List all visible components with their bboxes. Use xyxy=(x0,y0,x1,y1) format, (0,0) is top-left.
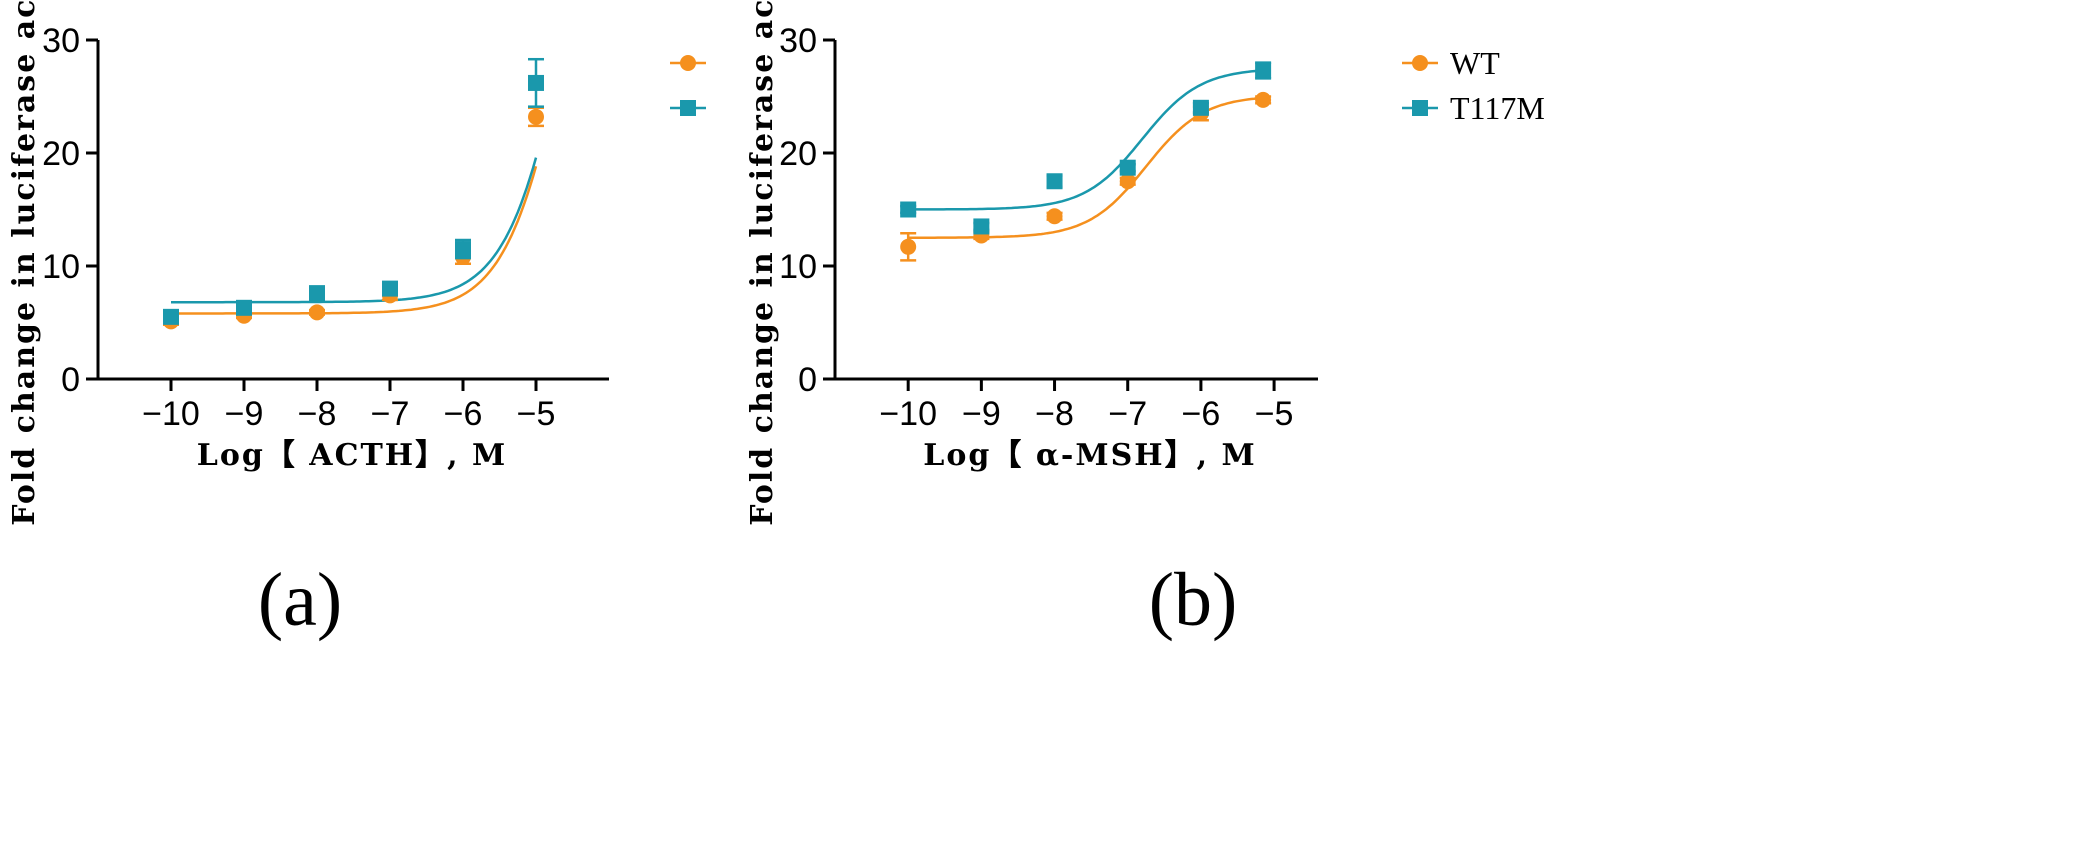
panel-b-legend-marker-wt xyxy=(1412,55,1428,71)
panel-a-point-t117m xyxy=(163,308,179,325)
panel-b-point-t117m xyxy=(1119,159,1136,176)
panel-b-x-tick-label: −6 xyxy=(1182,395,1221,433)
panel-b-x-tick-label: −7 xyxy=(1108,395,1147,433)
panel-a-x-axis-label: Log【 ACTH】, M xyxy=(197,438,507,473)
panel-a-y-tick-label: 0 xyxy=(61,361,80,399)
panel-a-chart: 0 10 20 30 −10 −9 −8 −7 −6 −5 Fold change in luc… xyxy=(7,0,706,642)
panel-a-label: (a) xyxy=(258,558,342,642)
panel-a-x-tick-label: −8 xyxy=(298,395,337,433)
panel-a-y-tick-label: 30 xyxy=(42,22,80,60)
panel-b-legend: WT T117M xyxy=(1402,45,1545,126)
panel-b-point-t117m xyxy=(1192,99,1209,116)
panel-a-point-t117m xyxy=(309,285,325,302)
panel-a-legend xyxy=(670,55,706,116)
panel-b-x-tick-label: −9 xyxy=(962,395,1001,433)
panel-a-x-ticks: −10 −9 −8 −7 −6 −5 xyxy=(142,379,555,433)
panel-b-legend-marker-t117m xyxy=(1412,100,1428,116)
panel-b-fit-curves xyxy=(908,69,1264,239)
panel-b-y-ticks: 0 10 20 30 xyxy=(779,22,835,399)
panel-a-y-tick-label: 10 xyxy=(42,248,80,286)
panel-b-fit-t117m xyxy=(908,69,1264,211)
panel-a-fit-t117m xyxy=(171,157,538,304)
panel-b-legend-label: T117M xyxy=(1450,90,1545,126)
panel-a-data-points xyxy=(163,57,544,330)
panel-b-legend-label: WT xyxy=(1450,45,1500,81)
panel-b-point-wt xyxy=(1119,173,1136,190)
panel-a-point-t117m xyxy=(382,280,398,297)
panel-a-x-tick-label: −7 xyxy=(371,395,410,433)
panel-a-x-tick-label: −5 xyxy=(517,395,556,433)
panel-a-point-wt xyxy=(309,304,325,321)
panel-b-x-tick-label: −5 xyxy=(1255,395,1294,433)
panel-b-chart: 0 10 20 30 −10 −9 −8 −7 −6 −5 Fold change in luc… xyxy=(745,0,1545,642)
panel-a-point-wt xyxy=(528,108,544,125)
panel-b-y-tick-label: 10 xyxy=(779,248,817,286)
panel-b-x-tick-label: −8 xyxy=(1035,395,1074,433)
panel-b-data-points xyxy=(900,61,1272,262)
panel-b-point-t117m xyxy=(973,218,990,235)
panel-a-x-tick-label: −6 xyxy=(444,395,483,433)
panel-a-y-tick-label: 20 xyxy=(42,135,80,173)
panel-b-point-t117m xyxy=(1255,62,1272,79)
panel-a-legend-marker-wt xyxy=(680,55,696,71)
panel-a-y-axis-label: Fold change in luciferase activity xyxy=(7,0,42,526)
panel-b-x-axis-label: Log【 α-MSH】, M xyxy=(923,438,1256,473)
panel-b-point-wt xyxy=(1046,208,1063,225)
panel-b-x-ticks: −10 −9 −8 −7 −6 −5 xyxy=(879,379,1293,433)
panel-a-point-t117m xyxy=(455,241,471,258)
panel-b-y-tick-label: 20 xyxy=(779,135,817,173)
panel-a-point-t117m xyxy=(528,74,544,91)
panel-a-y-ticks: 0 10 20 30 xyxy=(42,22,98,399)
panel-b-fit-wt xyxy=(908,96,1264,239)
panel-b-label: (b) xyxy=(1149,558,1238,642)
panel-a-x-tick-label: −10 xyxy=(142,395,200,433)
panel-a-legend-marker-t117m xyxy=(680,100,696,116)
panel-b-point-wt xyxy=(1255,91,1272,108)
panel-b-point-t117m xyxy=(1046,173,1063,190)
panel-a-fit-curves xyxy=(171,157,538,315)
panel-b-y-tick-label: 0 xyxy=(798,361,817,399)
panel-b-point-wt xyxy=(900,238,917,255)
panel-b-point-t117m xyxy=(900,201,917,218)
panel-a-x-tick-label: −9 xyxy=(225,395,264,433)
panel-b-x-tick-label: −10 xyxy=(879,395,937,433)
panel-b-y-tick-label: 30 xyxy=(779,22,817,60)
panel-b-y-axis-label: Fold change in luciferase activity xyxy=(745,0,780,526)
panel-a-fit-wt xyxy=(171,165,538,315)
panel-a-point-t117m xyxy=(236,299,252,316)
